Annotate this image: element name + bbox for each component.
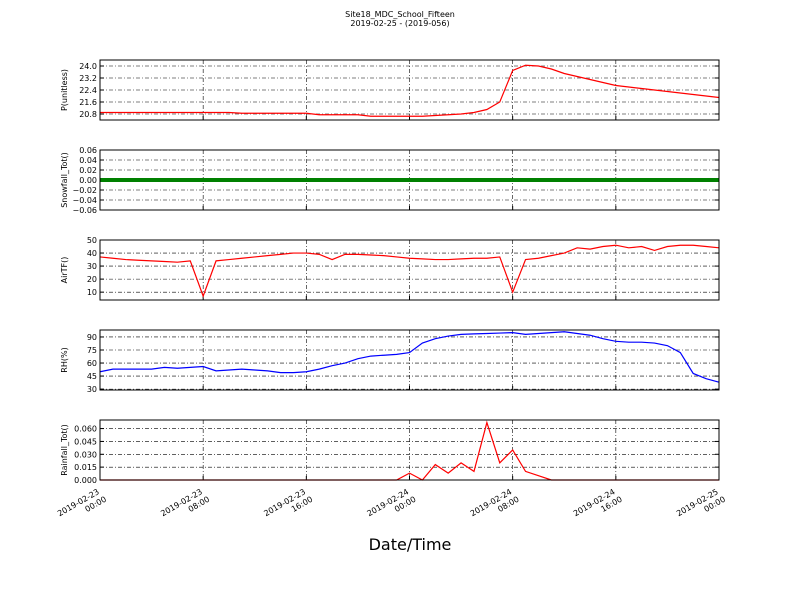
y-tick-label: 75 <box>87 346 97 355</box>
y-axis-label: Snowfall_Tot() <box>60 152 69 208</box>
chart-title: Site18_MDC_School_Fifteen <box>345 10 455 19</box>
axes-frame <box>99 239 720 301</box>
y-tick-label: 50 <box>87 236 97 245</box>
y-axis-label: RH(%) <box>60 347 69 372</box>
x-tick-label: 2019-02-24 08:00 <box>469 486 521 527</box>
y-axis-label: AirTF() <box>60 257 69 284</box>
y-tick-label: 30 <box>87 262 97 271</box>
y-tick-label: 10 <box>87 288 97 297</box>
y-tick-label: −0.06 <box>72 206 97 215</box>
y-tick-label: 0.045 <box>74 437 97 446</box>
x-tick-label: 2019-02-23 08:00 <box>159 486 211 527</box>
y-tick-label: 40 <box>87 249 97 258</box>
y-tick-label: 23.2 <box>79 74 97 83</box>
axes-frame <box>99 419 720 481</box>
x-tick-label: 2019-02-24 16:00 <box>572 486 624 527</box>
y-tick-label: 20 <box>87 275 97 284</box>
x-tick-label: 2019-02-24 00:00 <box>366 486 418 527</box>
data-line <box>100 64 720 117</box>
y-tick-label: 0.000 <box>74 476 97 485</box>
y-axis-label: P(unitless) <box>60 69 69 111</box>
y-tick-label: 20.8 <box>79 110 97 119</box>
data-line <box>99 244 720 298</box>
y-tick-label: 24.0 <box>79 62 97 71</box>
chart-subtitle: 2019-02-25 - (2019-056) <box>350 19 449 28</box>
y-tick-label: 0.02 <box>79 166 97 175</box>
x-tick-label: 2019-02-23 16:00 <box>262 486 314 527</box>
y-axis-label: Rainfall_Tot() <box>60 424 69 476</box>
y-tick-label: 0.030 <box>74 450 97 459</box>
y-tick-label: 30 <box>87 385 97 394</box>
axes-frame <box>99 149 720 211</box>
axes-frame <box>99 59 720 121</box>
x-tick-label: 2019-02-23 00:00 <box>56 486 108 527</box>
axes-frame <box>99 329 720 391</box>
x-axis-label: Date/Time <box>369 535 452 554</box>
y-tick-label: 0.04 <box>79 156 97 165</box>
data-line <box>99 331 720 383</box>
y-tick-label: 21.6 <box>79 98 97 107</box>
y-tick-label: −0.04 <box>72 196 97 205</box>
x-tick-label: 2019-02-25 00:00 <box>675 486 727 527</box>
y-tick-label: 0.015 <box>74 463 97 472</box>
y-tick-label: 90 <box>87 333 97 342</box>
y-tick-label: −0.02 <box>72 186 97 195</box>
y-tick-label: 60 <box>87 359 97 368</box>
y-tick-label: 0.06 <box>79 146 97 155</box>
y-tick-label: 45 <box>87 372 97 381</box>
y-tick-label: 0.00 <box>79 176 97 185</box>
y-tick-label: 22.4 <box>79 86 97 95</box>
y-tick-label: 0.060 <box>74 425 97 434</box>
